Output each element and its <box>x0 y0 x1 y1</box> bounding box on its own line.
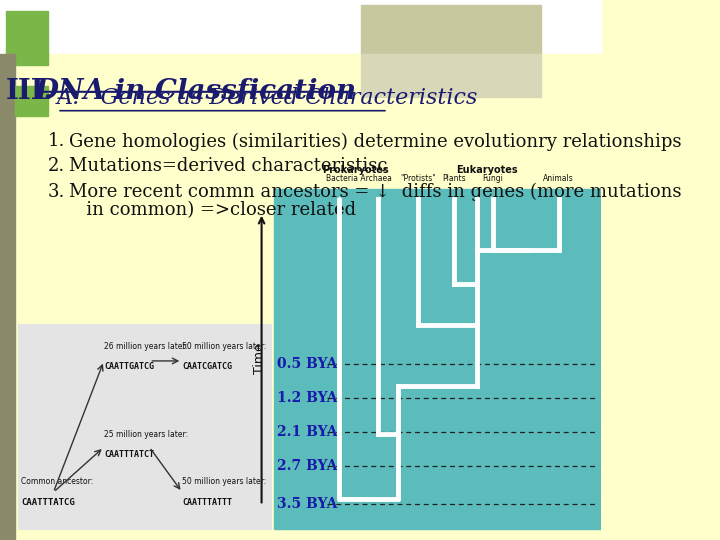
Text: 3.: 3. <box>48 183 66 200</box>
Text: 0.5 BYA: 0.5 BYA <box>276 357 337 371</box>
Text: CAATCGATCG: CAATCGATCG <box>182 362 233 371</box>
Text: 25 million years later:: 25 million years later: <box>104 430 188 439</box>
Bar <box>15 86 48 116</box>
Text: 1.: 1. <box>48 132 66 150</box>
Bar <box>0 0 601 54</box>
Text: 2.7 BYA: 2.7 BYA <box>276 459 337 473</box>
Text: Mutations=derived characteristisc: Mutations=derived characteristisc <box>69 157 387 174</box>
Text: 26 million years later:: 26 million years later: <box>104 342 188 350</box>
Text: III.: III. <box>6 78 54 105</box>
Text: Prokaryotes: Prokaryotes <box>323 165 389 175</box>
Text: 50 million years later:: 50 million years later: <box>182 477 266 486</box>
Bar <box>361 54 541 97</box>
Bar <box>18 324 271 529</box>
Text: Plants: Plants <box>442 174 466 183</box>
Text: CAATTGATCG: CAATTGATCG <box>104 362 154 371</box>
Text: 1.2 BYA: 1.2 BYA <box>276 391 337 405</box>
Text: CAATTTATCG: CAATTTATCG <box>21 497 75 507</box>
Text: Common ancestor:: Common ancestor: <box>21 477 94 486</box>
Bar <box>274 189 601 529</box>
Text: A.   Genes as Derived Characteristics: A. Genes as Derived Characteristics <box>57 87 479 110</box>
Bar <box>6 11 48 65</box>
Text: More recent commn ancestors = ↓  diffs in genes (more mutations: More recent commn ancestors = ↓ diffs in… <box>69 183 682 201</box>
Text: Eukaryotes: Eukaryotes <box>456 165 518 175</box>
Text: 2.1 BYA: 2.1 BYA <box>276 425 337 439</box>
Text: 3.5 BYA: 3.5 BYA <box>276 497 337 511</box>
Text: Animals: Animals <box>544 174 574 183</box>
Text: in common) =>closer related: in common) =>closer related <box>69 201 356 219</box>
Text: 2.: 2. <box>48 157 66 174</box>
Text: Gene homologies (similarities) determine evolutionry relationships: Gene homologies (similarities) determine… <box>69 132 682 151</box>
Bar <box>0 54 15 540</box>
Text: Time: Time <box>253 344 266 374</box>
Text: DNA in Classfication: DNA in Classfication <box>35 78 357 105</box>
Text: Fungi: Fungi <box>482 174 503 183</box>
Text: "Protists": "Protists" <box>400 174 436 183</box>
Bar <box>361 5 541 54</box>
Text: 50 million years later:: 50 million years later: <box>182 342 266 350</box>
Text: CAATTTATCT: CAATTTATCT <box>104 450 154 460</box>
Text: CAATTTATTT: CAATTTATTT <box>182 497 233 507</box>
Text: Bacteria Archaea: Bacteria Archaea <box>326 174 392 183</box>
